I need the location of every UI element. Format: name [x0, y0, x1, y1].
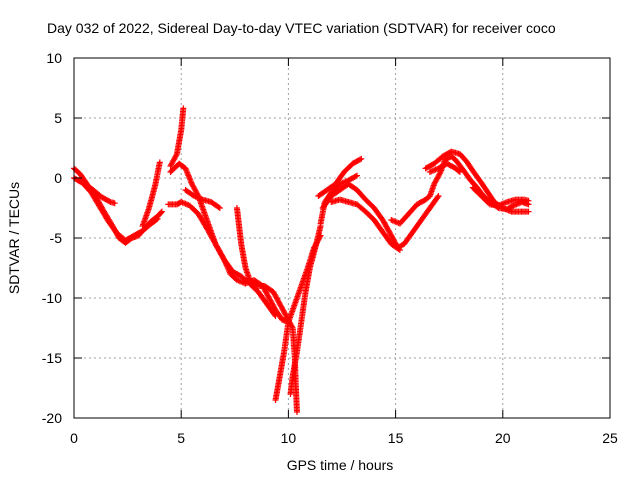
data-point	[294, 409, 300, 415]
data-point	[434, 194, 441, 201]
series-track-17	[422, 148, 532, 215]
x-tick-label: 0	[70, 430, 78, 446]
data-point	[525, 197, 532, 204]
y-tick-label: -5	[50, 230, 63, 246]
series-track-5	[167, 105, 187, 169]
data-point	[509, 203, 516, 210]
y-tick-label: 5	[54, 110, 62, 126]
grid-lines	[74, 58, 610, 418]
chart-title: Day 032 of 2022, Sidereal Day-to-day VTE…	[47, 20, 556, 36]
y-tick-label: -10	[42, 290, 62, 306]
data-point	[153, 216, 160, 223]
data-point	[358, 155, 365, 162]
series-track-13	[319, 181, 442, 251]
series-track-7	[165, 199, 279, 319]
y-tick-label: 0	[54, 170, 62, 186]
data-point	[272, 313, 279, 319]
series-track-16	[388, 153, 532, 227]
data-points	[71, 105, 532, 415]
data-point	[158, 208, 165, 215]
data-point	[525, 208, 532, 215]
x-tick-label: 25	[602, 430, 618, 446]
y-tick-label: 10	[46, 50, 62, 66]
data-point	[436, 170, 443, 177]
data-point	[216, 205, 223, 211]
series-track-6	[167, 160, 292, 325]
data-point	[215, 204, 222, 211]
data-point	[455, 168, 462, 175]
x-axis-label: GPS time / hours	[287, 457, 394, 473]
data-point	[173, 152, 180, 159]
y-tick-label: -20	[42, 410, 62, 426]
data-point	[396, 247, 403, 253]
series-track-15	[315, 155, 365, 199]
x-tick-label: 15	[388, 430, 404, 446]
data-point	[352, 173, 359, 180]
y-tick-label: -15	[42, 350, 62, 366]
data-point	[111, 200, 118, 207]
data-point	[156, 159, 163, 166]
series-track-19	[469, 184, 532, 209]
series-track-8	[182, 187, 223, 211]
data-point	[106, 198, 113, 205]
data-point	[395, 246, 402, 253]
series-track-18	[426, 160, 463, 175]
x-tick-label: 10	[281, 430, 297, 446]
data-point	[271, 311, 278, 318]
data-point	[456, 169, 463, 175]
series-track-14	[328, 196, 403, 253]
series-track-4	[139, 159, 163, 229]
x-tick-label: 5	[177, 430, 185, 446]
data-point	[354, 172, 360, 179]
data-point	[357, 156, 364, 163]
data-point	[158, 209, 164, 216]
y-axis-label: SDTVAR / TECUs	[6, 182, 22, 294]
data-point	[435, 193, 442, 199]
series-track-11	[287, 223, 324, 397]
data-point	[154, 215, 161, 222]
series-track-3	[75, 177, 118, 207]
axis-ticks: 0 5 10 15 20 25 -20 -15 -10 -5 0 5 10	[42, 50, 618, 446]
x-tick-label: 20	[495, 430, 511, 446]
data-point	[180, 105, 187, 112]
